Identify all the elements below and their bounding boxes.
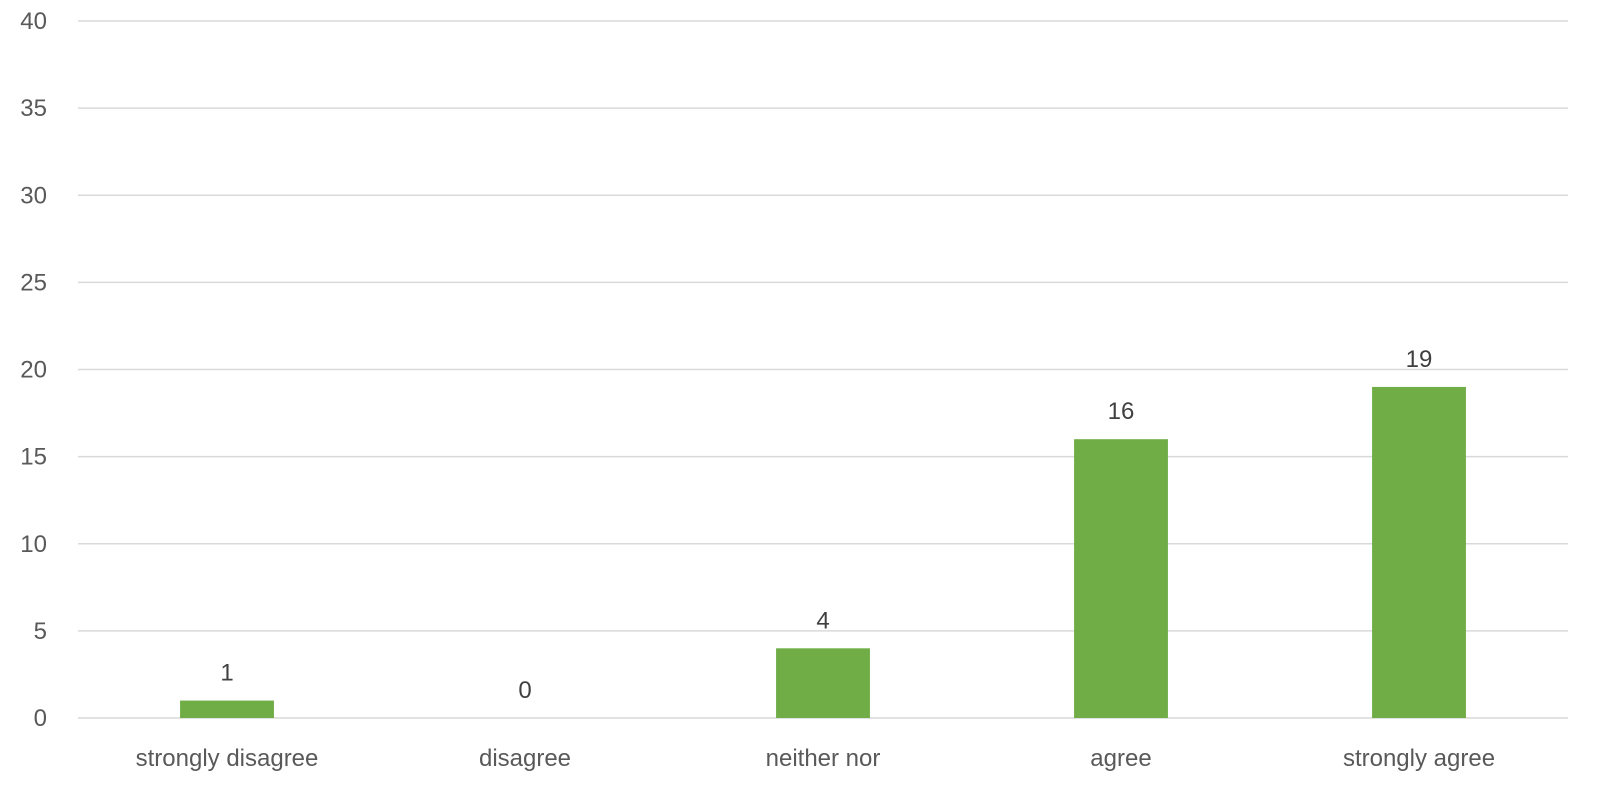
data-label: 0 bbox=[518, 677, 531, 704]
bar bbox=[180, 700, 274, 718]
y-tick-label: 25 bbox=[20, 269, 47, 296]
y-tick-label: 5 bbox=[34, 618, 47, 645]
y-tick-label: 20 bbox=[20, 357, 47, 384]
x-axis-categories: strongly disagree disagree neither nor agre… bbox=[136, 745, 1495, 772]
bar bbox=[776, 648, 870, 718]
x-category-label: agree bbox=[1090, 745, 1151, 772]
x-category-label: neither nor bbox=[766, 745, 881, 772]
data-label: 16 bbox=[1108, 398, 1135, 425]
y-tick-label: 40 bbox=[20, 8, 47, 35]
bar bbox=[1372, 386, 1466, 718]
data-label: 19 bbox=[1406, 346, 1433, 373]
y-tick-label: 15 bbox=[20, 444, 47, 471]
x-category-label: strongly agree bbox=[1343, 745, 1495, 772]
gridlines bbox=[78, 20, 1568, 719]
y-axis-ticks: 0 5 10 15 20 25 30 35 40 bbox=[20, 8, 47, 732]
y-tick-label: 0 bbox=[34, 705, 47, 732]
bars bbox=[180, 386, 1466, 718]
y-tick-label: 30 bbox=[20, 182, 47, 209]
data-labels: 1 0 4 16 19 bbox=[220, 346, 1432, 704]
x-category-label: disagree bbox=[479, 745, 571, 772]
y-tick-label: 10 bbox=[20, 531, 47, 558]
data-label: 4 bbox=[816, 607, 829, 634]
data-label: 1 bbox=[220, 660, 233, 687]
bar bbox=[1074, 439, 1168, 718]
y-tick-label: 35 bbox=[20, 95, 47, 122]
x-category-label: strongly disagree bbox=[136, 745, 319, 772]
